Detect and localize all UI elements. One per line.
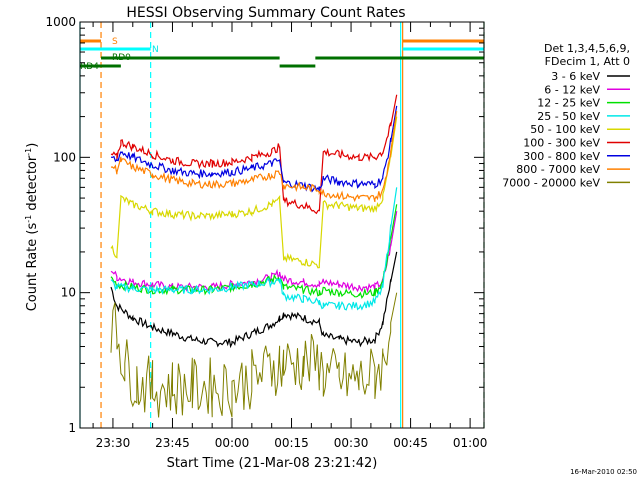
legend-label: 800 - 7000 keV: [516, 163, 600, 176]
x-tick-label: 23:30: [96, 436, 131, 450]
legend-header: Det 1,3,4,5,6,9,: [544, 42, 630, 55]
y-axis-label-sup1: -1: [24, 215, 33, 223]
series-line-0: [110, 251, 398, 349]
y-tick-label: 10: [61, 286, 76, 300]
y-axis-label-sup2: -1: [24, 148, 33, 156]
series-line-1: [110, 211, 398, 294]
x-tick-label: 23:45: [155, 436, 190, 450]
y-axis-label-mid: detector: [25, 155, 40, 215]
x-tick-label: 00:30: [334, 436, 369, 450]
y-tick-label: 1000: [45, 15, 76, 29]
status-label-rd4: RD4: [80, 62, 99, 72]
legend-label: 50 - 100 keV: [530, 123, 600, 136]
series-line-3: [110, 187, 398, 311]
x-tick-label: 00:15: [274, 436, 309, 450]
x-axis-label: Start Time (21-Mar-08 23:21:42): [167, 456, 378, 471]
series-line-4: [110, 116, 398, 269]
series-line-5: [110, 94, 398, 215]
series-lines: [110, 94, 398, 418]
status-bars: S N RD0 RD4: [80, 37, 484, 72]
y-axis-label-end: ): [25, 143, 40, 148]
legend-label: 12 - 25 keV: [537, 97, 600, 110]
y-axis-label-main: Count Rate (s: [25, 223, 40, 312]
x-tick-label: 00:45: [393, 436, 428, 450]
status-label-rd0: RD0: [112, 53, 131, 63]
x-tick-label: 00:00: [215, 436, 250, 450]
axes: 1 10 100 1000 23:30 23:45 00:00 00:15 00:30 00:45…: [45, 15, 487, 450]
chart-title: HESSI Observing Summary Count Rates: [126, 5, 405, 21]
legend-label: 6 - 12 keV: [544, 83, 600, 96]
plot-frame: [79, 21, 485, 429]
plot-area: [79, 22, 485, 428]
status-label-s: S: [112, 37, 118, 47]
legend-label: 100 - 300 keV: [523, 137, 600, 150]
legend-label: 300 - 800 keV: [523, 150, 600, 163]
legend-label: 3 - 6 keV: [551, 70, 600, 83]
y-tick-label: 100: [53, 150, 76, 164]
footer-timestamp: 16-Mar-2010 02:50: [570, 468, 637, 476]
legend-label: 7000 - 20000 keV: [502, 176, 600, 189]
status-label-n: N: [152, 45, 159, 55]
x-tick-label: 01:00: [453, 436, 488, 450]
series-line-2: [110, 204, 398, 300]
series-line-7: [110, 110, 398, 203]
legend-header: FDecim 1, Att 0: [545, 55, 630, 68]
series-line-8: [110, 292, 398, 418]
y-axis-label: Count Rate (s-1 detector-1): [24, 143, 40, 312]
y-tick-label: 1: [68, 421, 76, 435]
legend: Det 1,3,4,5,6,9,FDecim 1, Att 0 3 - 6 keV…: [502, 42, 630, 189]
series-line-6: [110, 105, 398, 193]
legend-label: 25 - 50 keV: [537, 110, 600, 123]
